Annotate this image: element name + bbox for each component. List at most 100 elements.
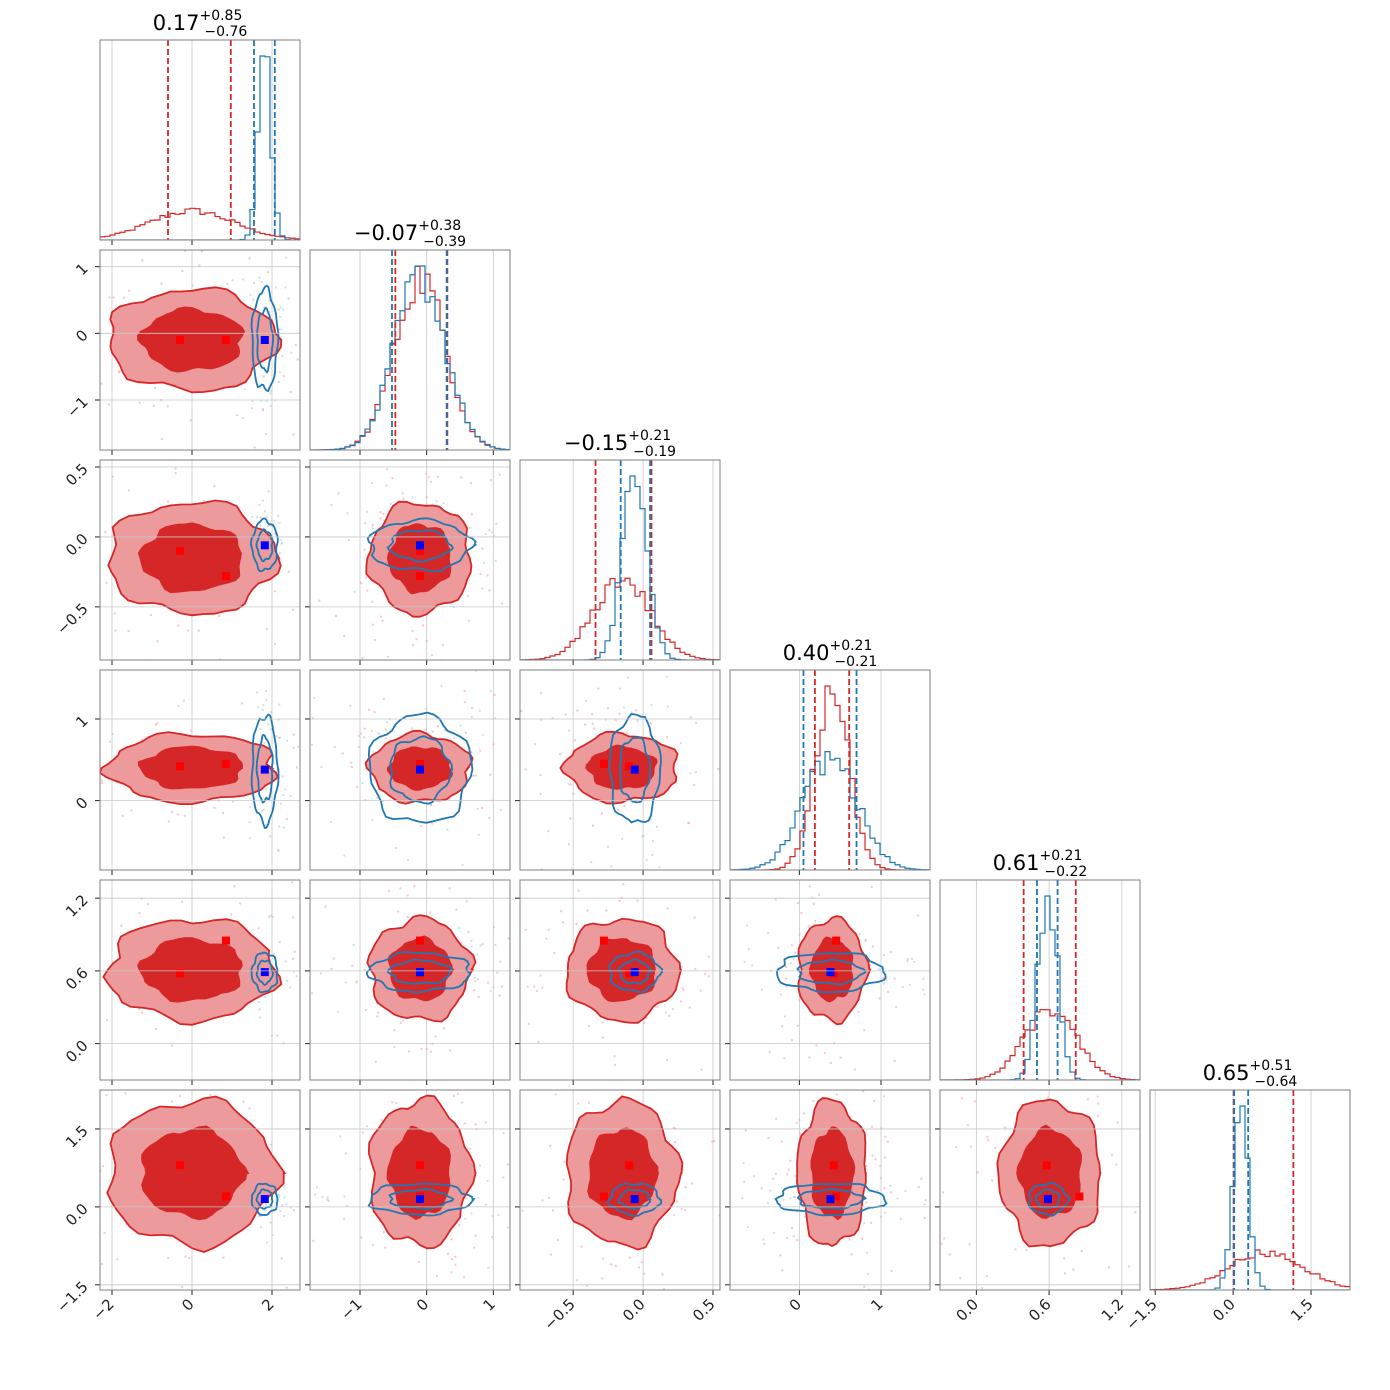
sample-point-a — [923, 1216, 926, 1220]
sample-point-b — [269, 710, 272, 714]
sample-point-a — [178, 1094, 181, 1098]
sample-point-a — [470, 939, 473, 942]
y-tick-label: 0.6 — [62, 964, 92, 994]
truth-marker-b — [260, 1195, 269, 1204]
sample-point-b — [263, 741, 266, 744]
sample-point-a — [154, 1027, 158, 1031]
sample-point-a — [106, 681, 108, 683]
sample-point-a — [37, 482, 39, 484]
sample-point-b — [762, 1238, 765, 1241]
sample-point-a — [341, 752, 344, 755]
panel-body — [730, 670, 930, 870]
sample-point-a — [180, 900, 184, 904]
sample-point-a — [464, 731, 468, 735]
sample-point-b — [651, 853, 654, 857]
sample-point-a — [376, 1015, 379, 1018]
sample-point-b — [376, 796, 379, 799]
title-plus: +0.21 — [1039, 848, 1082, 864]
panel-body — [310, 670, 502, 867]
sample-point-b — [282, 793, 285, 797]
sample-point-a — [428, 911, 432, 914]
sample-point-a — [81, 814, 83, 816]
sample-point-a — [174, 471, 177, 475]
sample-point-a — [692, 783, 696, 787]
panel-body — [1150, 1090, 1350, 1290]
sample-point-a — [397, 910, 400, 913]
sample-point-b — [760, 988, 764, 991]
sample-point-a — [397, 1053, 399, 1055]
truth-marker-a — [416, 546, 424, 555]
sample-point-b — [899, 1217, 902, 1221]
sample-point-a — [569, 783, 572, 786]
truth-marker-a — [625, 1161, 634, 1170]
sample-point-a — [580, 1245, 583, 1248]
sample-point-a — [289, 390, 292, 394]
title-minus: −0.76 — [204, 24, 247, 40]
sample-point-a — [1107, 1266, 1111, 1269]
sample-point-a — [91, 760, 93, 762]
sample-point-a — [399, 1021, 402, 1025]
sample-point-a — [470, 706, 474, 710]
sample-point-a — [785, 985, 788, 988]
sample-point-a — [23, 418, 25, 420]
contour-b-inner — [255, 528, 274, 563]
sample-point-a — [721, 754, 723, 756]
sample-point-b — [251, 515, 254, 519]
title-minus: −0.22 — [1044, 864, 1087, 880]
sample-point-a — [334, 614, 338, 618]
sample-point-a — [189, 419, 193, 422]
sample-point-b — [876, 1189, 879, 1192]
panel-frame — [939, 1089, 1141, 1291]
sample-point-b — [261, 499, 265, 502]
sample-point-a — [569, 855, 571, 857]
sample-point-a — [533, 985, 536, 989]
sample-point-a — [198, 1055, 200, 1057]
sample-point-b — [265, 515, 268, 518]
sample-point-a — [941, 1191, 945, 1194]
sample-point-a — [541, 1199, 544, 1202]
sample-point-b — [665, 675, 668, 678]
sample-point-a — [700, 1068, 703, 1071]
sample-point-a — [371, 600, 374, 603]
sample-point-b — [484, 533, 487, 536]
sample-point-b — [279, 802, 283, 805]
sample-point-a — [479, 978, 481, 980]
sample-point-a — [474, 774, 477, 777]
sample-point-a — [393, 1029, 396, 1032]
sample-point-a — [492, 742, 495, 746]
sample-point-a — [364, 1008, 368, 1012]
sample-point-a — [853, 1068, 857, 1071]
sample-point-a — [809, 1113, 811, 1115]
sample-point-a — [248, 257, 251, 260]
contour-panel-1-0: −1 0 1 — [23, 249, 301, 455]
sample-point-a — [40, 347, 42, 349]
sample-point-a — [155, 823, 157, 825]
sample-point-a — [796, 1238, 799, 1242]
sample-point-b — [289, 794, 292, 797]
x-tick-label: 0.6 — [1025, 1295, 1055, 1325]
sample-point-a — [121, 814, 124, 818]
sample-point-b — [280, 328, 283, 331]
x-tick-label: 0.0 — [1209, 1295, 1239, 1325]
sample-point-a — [138, 911, 141, 915]
sample-point-a — [222, 836, 226, 839]
histogram-series-b — [940, 895, 1140, 1080]
sample-point-a — [597, 687, 600, 690]
sample-point-a — [948, 1253, 952, 1256]
contour-b-outer — [774, 1182, 888, 1217]
sample-point-a — [503, 722, 505, 724]
sample-point-a — [373, 710, 376, 714]
sample-point-a — [973, 1100, 977, 1103]
sample-point-a — [551, 1209, 555, 1212]
sample-point-a — [829, 1061, 833, 1065]
sample-point-a — [489, 773, 492, 776]
sample-point-b — [793, 951, 797, 954]
sample-point-a — [618, 899, 621, 903]
sample-point-a — [706, 1060, 708, 1062]
sample-point-a — [666, 907, 669, 910]
sample-point-a — [365, 576, 368, 579]
sample-point-a — [120, 924, 123, 928]
sample-point-a — [783, 1057, 786, 1060]
sample-point-a — [474, 1234, 477, 1238]
sample-point-a — [539, 974, 542, 977]
